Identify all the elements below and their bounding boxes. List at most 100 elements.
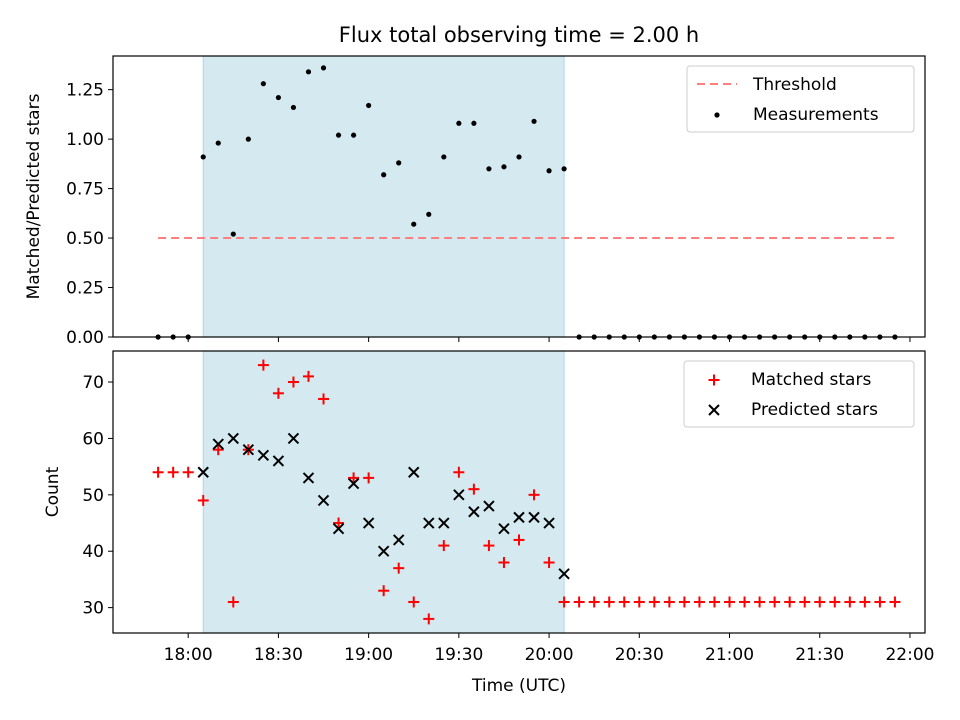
x-b (408, 466, 420, 478)
matched-star-point (287, 376, 299, 388)
x-b (257, 449, 270, 462)
x-b (438, 517, 450, 529)
matched-star-point (889, 596, 901, 608)
matched-star-point (348, 472, 360, 484)
predicted-star-point (483, 500, 495, 512)
x-b (528, 511, 540, 524)
x-b (392, 534, 405, 546)
top-ytick-label: 1.25 (66, 81, 104, 101)
x-b (197, 466, 209, 478)
measurement-point (350, 132, 357, 138)
predicted-star-point (558, 568, 570, 580)
measurement-point (215, 140, 221, 146)
chart-title: Flux total observing time = 2.00 h (339, 23, 699, 47)
measurement-point (456, 120, 462, 126)
matched-star-point (724, 596, 736, 608)
x-b (513, 511, 525, 524)
measurement-point (230, 231, 236, 237)
measurement-point (335, 132, 342, 138)
predicted-star-point (408, 466, 420, 478)
top-ytick-label: 0.50 (66, 229, 104, 249)
matched-star-point (588, 596, 600, 608)
measurement-point (245, 136, 251, 142)
bottom-ylabel: Count (43, 466, 63, 517)
legend-measurements-swatch (714, 112, 720, 118)
x-b (483, 500, 495, 512)
measurement-point (501, 164, 507, 170)
legend-threshold-label: Threshold (752, 75, 837, 95)
predicted-star-point (257, 449, 270, 462)
legend-predicted-label: Predicted stars (751, 400, 878, 420)
matched-star-point (513, 534, 525, 546)
bottom-xtick-label: 19:00 (344, 645, 393, 665)
x-b (543, 517, 555, 529)
bottom-ytick-label: 60 (82, 429, 104, 449)
x-b (498, 522, 510, 535)
top-legend-box (686, 65, 915, 133)
matched-star-point (784, 596, 796, 608)
top-ytick-label: 0.75 (66, 180, 104, 200)
bottom-xtick-label: 22:00 (885, 645, 934, 665)
predicted-star-point (377, 545, 390, 557)
matched-star-point (799, 596, 811, 608)
matched-star-point (152, 466, 164, 478)
matched-star-point (859, 596, 871, 608)
measurement-point (516, 154, 522, 160)
legend-matched-label: Matched stars (751, 370, 871, 390)
predicted-star-point (362, 517, 375, 529)
matched-star-point (318, 393, 330, 405)
bottom-xtick-label: 18:30 (254, 645, 303, 665)
predicted-star-point (513, 511, 525, 524)
predicted-star-point (272, 455, 285, 467)
predicted-star-point (197, 466, 209, 478)
predicted-star-point (317, 494, 330, 507)
matched-star-point (874, 596, 886, 608)
matched-star-point (393, 562, 405, 574)
matched-star-point (212, 444, 224, 456)
legend-predicted-swatch (708, 404, 720, 416)
matched-star-point (603, 596, 615, 608)
matched-star-point (182, 466, 194, 478)
predicted-star-point (302, 472, 315, 484)
predicted-star-point (242, 443, 255, 456)
x-b (468, 506, 480, 518)
measurement-point (275, 94, 282, 101)
measurement-point (366, 102, 372, 109)
matched-star-point (378, 585, 390, 597)
predicted-star-point (347, 477, 360, 490)
x-b (453, 489, 465, 501)
bottom-ytick-label: 70 (82, 373, 104, 393)
measurement-point (411, 221, 417, 227)
matched-star-point (197, 494, 209, 506)
predicted-star-point (543, 517, 555, 529)
matched-star-point (693, 596, 705, 608)
bottom-ytick-label: 30 (82, 599, 104, 619)
top-shaded-interval (203, 56, 565, 337)
bottom-xlabel: Time (UTC) (471, 676, 566, 696)
measurement-point (381, 172, 387, 178)
bottom-xtick-label: 20:00 (525, 645, 574, 665)
measurement-point (426, 211, 432, 217)
measurement-point (320, 65, 327, 71)
measurement-point (260, 81, 266, 87)
measurement-point (441, 154, 447, 160)
x-b (423, 517, 435, 529)
x-b (272, 455, 285, 467)
bottom-ytick-label: 40 (82, 542, 104, 562)
x-b (708, 404, 720, 416)
measurement-point (561, 166, 567, 172)
measurement-point (471, 120, 477, 126)
bottom-xtick-label: 21:00 (705, 645, 754, 665)
matched-star-point (453, 466, 465, 478)
matched-star-point (754, 596, 766, 608)
x-b (302, 472, 315, 484)
top-ytick-label: 0.25 (66, 279, 104, 299)
bottom-axes-frame (112, 350, 926, 634)
matched-star-point (844, 596, 856, 608)
matched-star-point (498, 557, 510, 568)
matched-star-point (468, 483, 480, 495)
matched-star-point (363, 472, 375, 484)
matched-star-point (227, 596, 239, 608)
matched-star-point (167, 466, 179, 478)
